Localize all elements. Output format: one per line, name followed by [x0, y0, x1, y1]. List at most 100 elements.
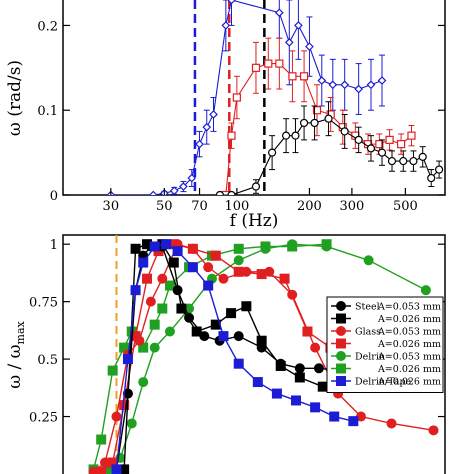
top-series-group — [106, 0, 387, 195]
data-point — [420, 285, 431, 296]
bottom-y-tick-label: 1 — [50, 238, 58, 253]
data-point — [145, 296, 156, 307]
bottom-ticks: 0.25 0.5 0.75 1 — [29, 238, 445, 426]
data-point — [215, 190, 224, 195]
data-point — [291, 395, 302, 406]
legend-marker — [336, 376, 346, 386]
data-point — [377, 148, 387, 157]
data-point — [96, 434, 107, 445]
data-point — [294, 363, 305, 374]
top-x-tick-label: 500 — [393, 199, 418, 214]
data-point — [111, 464, 122, 474]
legend-marker — [336, 301, 346, 311]
data-point — [195, 139, 204, 149]
data-point — [210, 250, 221, 261]
data-point — [179, 182, 188, 191]
legend-entry: A=0.026 mm — [331, 363, 441, 375]
data-point — [366, 144, 376, 153]
data-point — [310, 118, 319, 128]
legend-marker — [336, 351, 346, 361]
data-point — [187, 243, 198, 254]
legend-material: Delrin/Tape — [355, 377, 412, 388]
legend-amplitude: A=0.026 mm — [377, 364, 441, 375]
legend-material: Steel — [355, 302, 380, 313]
top-thresholds — [193, 0, 266, 195]
legend-amplitude: A=0.026 mm — [377, 377, 441, 388]
data-point — [312, 106, 322, 115]
data-point — [191, 326, 202, 337]
data-point — [287, 241, 298, 252]
top-y-tick-label: 0.1 — [37, 104, 58, 119]
data-point — [227, 190, 236, 195]
data-point — [164, 326, 175, 337]
legend-marker — [336, 363, 346, 374]
data-point — [96, 466, 107, 474]
data-point — [172, 246, 183, 257]
legend-box — [326, 296, 444, 393]
data-point — [149, 342, 160, 353]
data-point — [202, 122, 212, 132]
data-point — [138, 257, 149, 268]
data-point — [348, 416, 359, 427]
legend-amplitude: A=0.053 mm — [377, 352, 441, 363]
legend-entry: A=0.026 mm — [331, 313, 441, 325]
data-point — [317, 381, 328, 392]
data-point — [251, 182, 261, 191]
data-point — [354, 84, 364, 94]
data-point — [354, 135, 363, 144]
data-point — [107, 365, 118, 376]
data-point — [233, 243, 244, 254]
data-point — [218, 273, 229, 284]
data-point — [397, 140, 406, 149]
data-point — [233, 255, 244, 266]
legend-marker — [336, 313, 346, 324]
data-point — [126, 418, 137, 429]
top-y-tick-label: 0.2 — [37, 19, 58, 34]
data-point — [227, 0, 236, 5]
data-point — [161, 239, 172, 250]
top-x-tick-label: 100 — [224, 199, 249, 214]
data-point — [157, 273, 168, 284]
top-series — [106, 0, 444, 195]
top-x-tick-label: 300 — [339, 199, 364, 214]
data-point — [294, 21, 303, 30]
data-point — [260, 241, 271, 252]
legend-marker — [336, 326, 346, 336]
data-point — [256, 269, 267, 280]
data-point — [149, 241, 160, 252]
data-point — [268, 148, 277, 157]
top-series-line — [219, 118, 440, 195]
data-point — [328, 80, 338, 90]
bottom-series-line — [108, 243, 427, 470]
data-point — [340, 80, 350, 90]
data-point — [138, 377, 149, 388]
data-point — [305, 42, 314, 51]
top-ticks: 30 50 70 100 200 300 500 0 0.1 0.2 — [37, 19, 445, 214]
data-point — [321, 239, 332, 250]
data-point — [284, 38, 294, 47]
data-point — [299, 118, 309, 128]
data-point — [324, 114, 333, 123]
data-point — [310, 402, 321, 413]
bottom-series — [88, 239, 439, 474]
data-point — [387, 156, 397, 166]
bottom-y-axis-title: ω / ωmax — [5, 320, 27, 388]
data-point — [279, 273, 290, 284]
data-point — [366, 80, 376, 90]
data-point — [169, 186, 179, 195]
legend-amplitude: A=0.053 mm — [377, 327, 441, 338]
data-point — [203, 280, 214, 291]
data-point — [377, 76, 387, 85]
top-x-tick-label: 200 — [297, 199, 322, 214]
legend-material: Delrin — [355, 352, 385, 363]
data-point — [233, 331, 244, 342]
top-series-line — [110, 0, 383, 195]
data-point — [288, 72, 297, 81]
data-point — [313, 363, 324, 374]
data-point — [164, 280, 175, 291]
data-point — [233, 358, 244, 369]
data-point — [375, 140, 384, 149]
data-point — [294, 372, 305, 383]
